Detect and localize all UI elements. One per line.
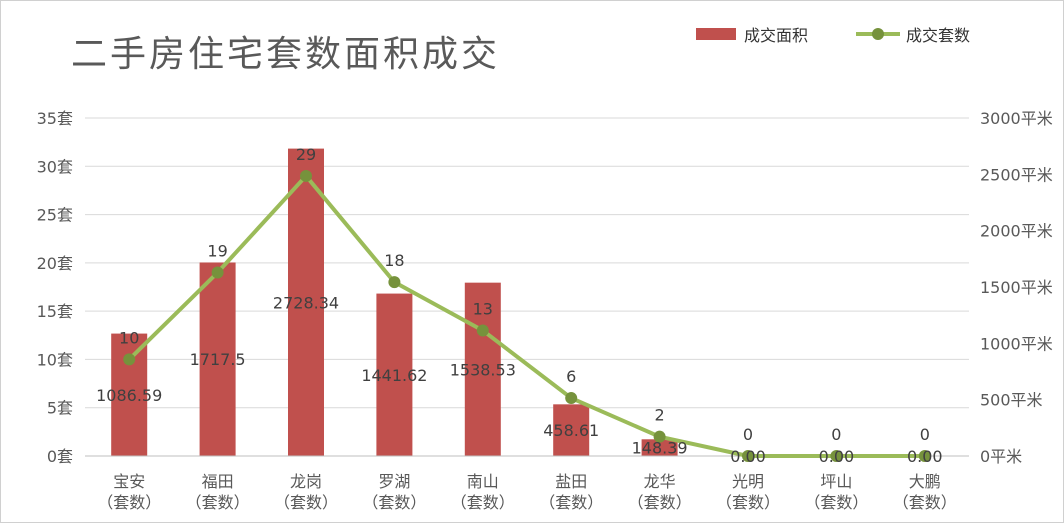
right-axis-tick-label: 3000平米 [980,109,1053,128]
bar-value-label: 1538.53 [450,360,516,379]
bar-value-label: 1441.62 [361,366,427,385]
bar [376,293,413,456]
x-axis-tick-label: 南山（套数） [451,472,515,512]
line-point [476,324,489,337]
bar-value-label: 0.00 [730,447,766,466]
right-axis-tick-label: 2500平米 [980,165,1053,184]
bar-value-label: 0.00 [819,447,855,466]
line-value-label: 0 [831,425,841,444]
legend-label-area: 成交面积 [744,26,809,45]
bar-value-label: 1717.5 [190,350,246,369]
bar [464,282,501,456]
left-axis-tick-label: 25套 [37,206,73,225]
line-value-label: 19 [207,242,227,261]
left-axis-tick-label: 5套 [47,399,73,418]
line-value-label: 0 [743,425,753,444]
bar-value-label: 1086.59 [96,386,162,405]
bar-value-label: 2728.34 [273,293,339,312]
x-axis-tick-label: 宝安（套数） [97,472,161,512]
line-value-label: 29 [296,145,316,164]
x-axis-tick-label: 福田（套数） [186,472,250,512]
right-axis-tick-label: 2000平米 [980,222,1053,241]
line-point [388,276,401,289]
bar [199,262,236,456]
right-axis-tick-label: 500平米 [980,391,1043,410]
legend-bar-swatch [696,28,736,40]
bar-value-label: 0.00 [907,447,943,466]
x-axis-tick-label: 盐田（套数） [539,472,603,512]
line-value-label: 6 [566,367,576,386]
line-point [300,169,312,182]
bar-value-label: 458.61 [543,421,599,440]
line-point [211,266,224,279]
line-point [830,450,843,462]
x-axis-tick-label: 龙华（套数） [628,472,692,512]
legend-line-swatch [856,28,900,40]
chart-title: 二手房住宅套数面积成交 [71,34,501,75]
left-axis-tick-label: 30套 [37,157,73,176]
bar [288,148,324,456]
line-point [565,392,578,405]
line-value-label: 0 [920,425,930,444]
bar [641,439,678,456]
left-axis-tick-label: 15套 [37,302,73,321]
legend-item-area: 成交面积 [696,22,808,46]
right-axis-tick-label: 1500平米 [980,278,1053,297]
x-axis-tick-label: 大鹏（套数） [893,472,957,512]
left-axis-tick-label: 10套 [37,350,73,369]
line-value-label: 10 [119,328,139,347]
line-value-label: 13 [473,299,493,318]
line-series [127,173,925,458]
x-axis-tick-label: 光明（套数） [716,472,780,512]
bar [553,404,590,456]
x-axis-tick-label: 坪山（套数） [804,472,868,512]
line-point [123,353,136,366]
left-axis-tick-label: 35套 [37,109,73,128]
legend-label-count: 成交套数 [906,26,971,45]
right-axis-tick-label: 0平米 [980,447,1022,466]
line-point [742,450,754,462]
line-point [918,450,931,462]
line-value-label: 2 [655,406,665,425]
line-point [653,430,666,443]
x-axis-tick-label: 龙岗（套数） [274,472,338,512]
legend-item-count: 成交套数 [856,22,970,46]
x-axis-tick-label: 罗湖（套数） [362,472,426,512]
left-axis-tick-label: 0套 [47,447,73,466]
bar-value-label: 148.39 [632,439,688,458]
line-value-label: 18 [384,251,404,270]
right-axis-tick-label: 1000平米 [980,334,1053,353]
left-axis-tick-label: 20套 [37,254,73,273]
